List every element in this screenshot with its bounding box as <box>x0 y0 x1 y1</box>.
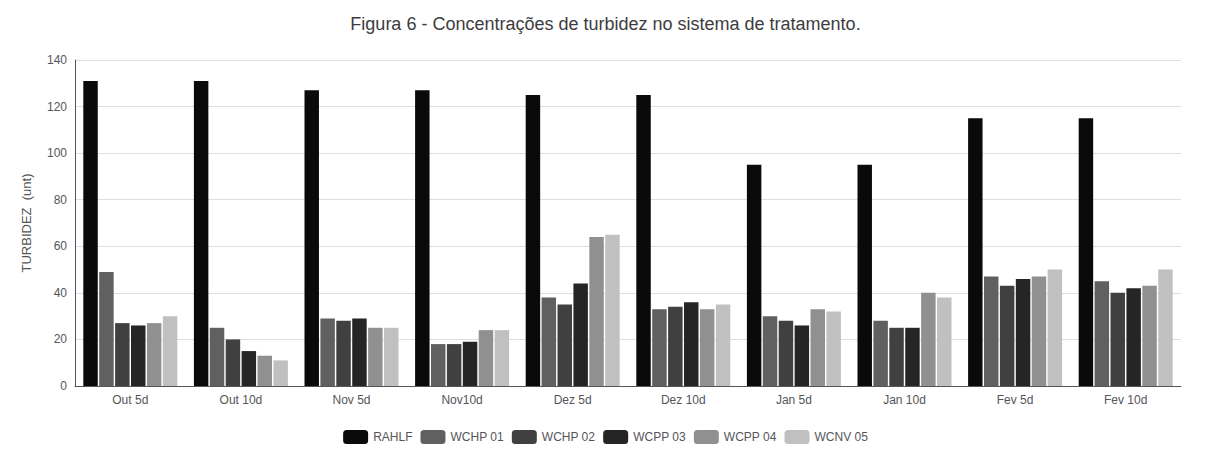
svg-text:WCHP 02: WCHP 02 <box>542 430 595 444</box>
svg-text:Dez 5d: Dez 5d <box>554 393 592 407</box>
svg-text:40: 40 <box>54 286 68 300</box>
svg-text:Nov10d: Nov10d <box>441 393 482 407</box>
svg-text:Fev 10d: Fev 10d <box>1104 393 1147 407</box>
svg-text:Jan 10d: Jan 10d <box>883 393 926 407</box>
svg-text:80: 80 <box>54 193 68 207</box>
svg-text:Nov 5d: Nov 5d <box>332 393 370 407</box>
svg-text:WCHP 01: WCHP 01 <box>450 430 503 444</box>
svg-text:Figura 6 - Concentrações de tu: Figura 6 - Concentrações de turbidez no … <box>350 14 860 34</box>
svg-text:20: 20 <box>54 332 68 346</box>
svg-text:Fev 5d: Fev 5d <box>997 393 1034 407</box>
svg-text:0: 0 <box>60 379 67 393</box>
svg-text:60: 60 <box>54 239 68 253</box>
svg-text:Out 10d: Out 10d <box>220 393 263 407</box>
svg-text:TURBIDEZ (unt): TURBIDEZ (unt) <box>19 174 34 273</box>
svg-text:Dez 10d: Dez 10d <box>661 393 706 407</box>
svg-text:RAHLF: RAHLF <box>373 430 412 444</box>
svg-text:140: 140 <box>47 53 67 67</box>
svg-text:Jan 5d: Jan 5d <box>776 393 812 407</box>
svg-text:WCNV 05: WCNV 05 <box>815 430 869 444</box>
svg-text:WCPP 04: WCPP 04 <box>724 430 777 444</box>
svg-text:120: 120 <box>47 100 67 114</box>
svg-text:Out 5d: Out 5d <box>112 393 148 407</box>
svg-text:100: 100 <box>47 146 67 160</box>
svg-text:WCPP 03: WCPP 03 <box>633 430 686 444</box>
